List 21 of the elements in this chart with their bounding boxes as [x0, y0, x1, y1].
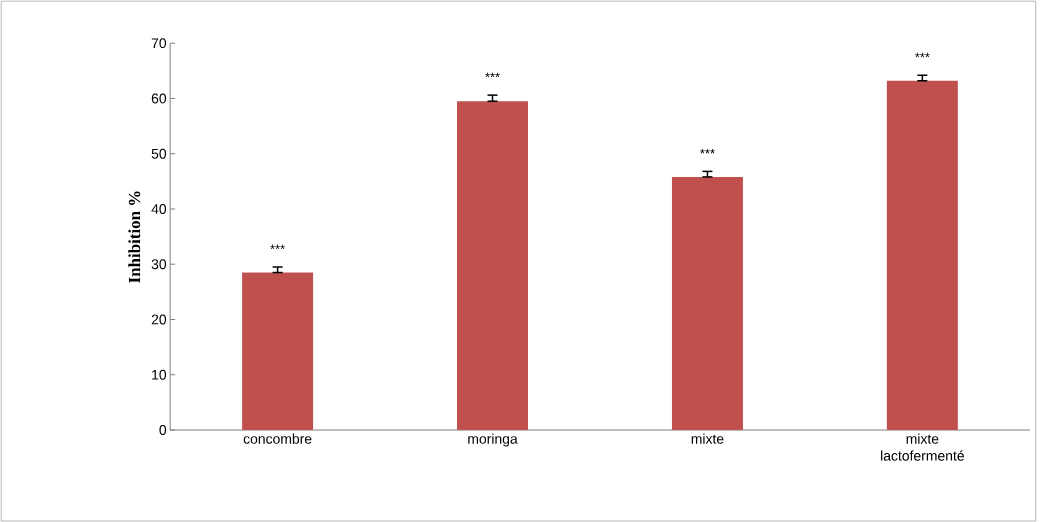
x-tick-label: moringa	[468, 433, 518, 447]
x-tick-label: mixte	[691, 433, 724, 444]
y-tick-label: 40	[151, 203, 167, 214]
y-axis-title: Inhibition %	[128, 191, 141, 283]
y-tick-label: 50	[151, 148, 167, 159]
y-tick-label: 70	[151, 38, 167, 49]
bar	[886, 80, 958, 430]
annotation: ***	[700, 148, 715, 154]
y-tick-label: 0	[159, 424, 167, 435]
x-tick-label: concombre	[243, 433, 312, 444]
bar	[242, 272, 314, 430]
bar	[671, 176, 743, 430]
annotation: ***	[485, 72, 500, 78]
bar	[457, 101, 529, 430]
y-tick-label: 10	[152, 369, 167, 380]
annotation: ***	[915, 52, 930, 58]
x-tick-label: mixte lactofermenté	[881, 433, 964, 461]
y-tick-label: 30	[151, 259, 167, 270]
annotation: ***	[270, 244, 285, 250]
y-tick-label: 20	[151, 314, 167, 325]
y-tick-label: 60	[151, 93, 167, 104]
